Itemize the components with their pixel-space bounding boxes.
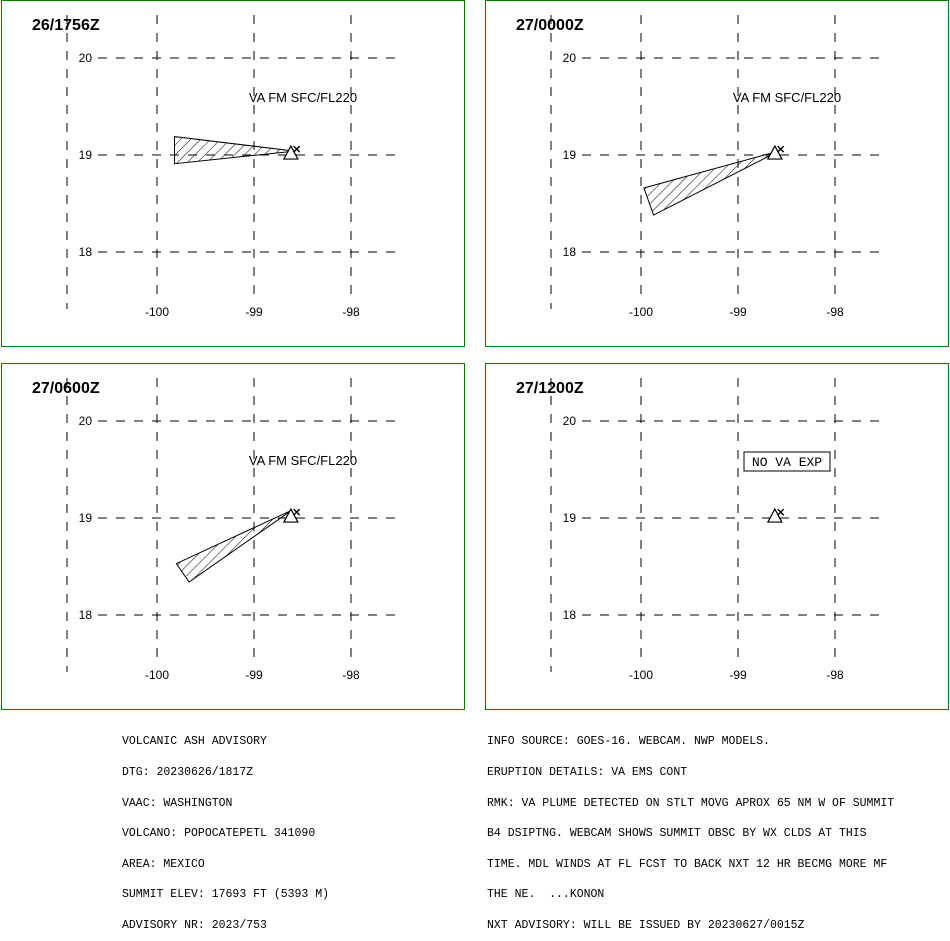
volcano-triangle-icon (282, 144, 299, 160)
latitude-label: 19 (79, 148, 93, 162)
panel-time: 27/0600Z (32, 380, 100, 397)
forecast-panel-1: 26/1756Z -100 -99 -98 20 19 18 VA FM SFC/FL220 (1, 0, 465, 347)
latitude-label: 20 (79, 51, 93, 65)
ash-cloud-polygon (174, 136, 295, 165)
advisory-line: B4 DSIPTNG. WEBCAM SHOWS SUMMIT OBSC BY … (487, 827, 867, 841)
advisory-line: INFO SOURCE: GOES-16. WEBCAM. NWP MODELS… (487, 735, 770, 749)
no-va-exp-box: NO VA EXP (743, 451, 831, 472)
longitude-label: -100 (145, 668, 169, 682)
longitude-label: -98 (342, 305, 360, 319)
longitude-label: -99 (729, 305, 747, 319)
latitude-label: 20 (563, 414, 577, 428)
longitude-label: -100 (629, 305, 653, 319)
advisory-line: VOLCANIC ASH ADVISORY (122, 735, 267, 749)
advisory-line: RMK: VA PLUME DETECTED ON STLT MOVG APRO… (487, 796, 895, 810)
longitude-label: -98 (826, 668, 844, 682)
advisory-line: VAAC: WASHINGTON (122, 796, 233, 810)
panel-time: 27/1200Z (516, 380, 584, 397)
no-va-exp-label: NO VA EXP (752, 455, 822, 470)
panel-time: 27/0000Z (516, 17, 584, 34)
map-canvas: -100 -99 -98 20 19 18 VA FM SFC/FL220 (550, 15, 888, 319)
latitude-label: 18 (79, 245, 93, 259)
latitude-label: 18 (563, 608, 577, 622)
map-canvas: -100 -99 -98 20 19 18 NO VA EXP (550, 378, 888, 682)
latitude-label: 18 (79, 608, 93, 622)
volcano-summit-marker-icon (293, 508, 301, 516)
latitude-label: 20 (79, 414, 93, 428)
advisory-line: ADVISORY NR: 2023/753 (122, 918, 267, 932)
map-canvas: -100 -99 -98 20 19 18 VA FM SFC/FL220 (66, 15, 404, 319)
advisory-line: AREA: MEXICO (122, 857, 205, 871)
advisory-text-right: INFO SOURCE: GOES-16. WEBCAM. NWP MODELS… (487, 717, 894, 941)
panel-time: 26/1756Z (32, 17, 100, 34)
advisory-line: SUMMIT ELEV: 17693 FT (5393 M) (122, 888, 330, 902)
advisory-line: VOLCANO: POPOCATEPETL 341090 (122, 827, 316, 841)
latitude-label: 19 (563, 148, 577, 162)
volcano-triangle-icon (282, 507, 299, 523)
latitude-label: 19 (563, 511, 577, 525)
longitude-label: -100 (145, 305, 169, 319)
longitude-label: -98 (342, 668, 360, 682)
advisory-line: NXT ADVISORY: WILL BE ISSUED BY 20230627… (487, 918, 805, 932)
forecast-panel-2: 27/0000Z -100 -99 -98 20 19 18 VA FM SFC/FL220 (485, 0, 949, 347)
volcano-triangle-icon (766, 507, 783, 523)
ash-altitude-label: VA FM SFC/FL220 (733, 90, 841, 105)
advisory-line: THE NE. ...KONON (487, 888, 605, 902)
label-box (743, 451, 831, 472)
volcano-triangle-icon (766, 144, 783, 160)
ash-altitude-label: VA FM SFC/FL220 (249, 90, 357, 105)
volcano-summit-marker-icon (777, 508, 785, 516)
ash-cloud-polygon (175, 509, 293, 583)
advisory-text-left: VOLCANIC ASH ADVISORY DTG: 20230626/1817… (122, 717, 329, 941)
volcano-summit-marker-icon (777, 145, 785, 153)
forecast-panel-3: 27/0600Z -100 -99 -98 20 19 18 VA FM SFC/FL220 (1, 363, 465, 710)
latitude-label: 20 (563, 51, 577, 65)
advisory-line: DTG: 20230626/1817Z (122, 766, 254, 779)
ash-cloud-polygon (643, 150, 779, 216)
latitude-label: 19 (79, 511, 93, 525)
map-canvas: -100 -99 -98 20 19 18 VA FM SFC/FL220 (66, 378, 404, 682)
advisory-line: TIME. MDL WINDS AT FL FCST TO BACK NXT 1… (487, 857, 888, 871)
latitude-label: 18 (563, 245, 577, 259)
volcano-summit-marker-icon (293, 145, 301, 153)
longitude-label: -99 (245, 668, 263, 682)
longitude-label: -99 (729, 668, 747, 682)
advisory-line: ERUPTION DETAILS: VA EMS CONT (487, 766, 688, 779)
forecast-panel-4: 27/1200Z -100 -99 -98 20 19 18 NO VA EXP (485, 363, 949, 710)
longitude-label: -100 (629, 668, 653, 682)
longitude-label: -98 (826, 305, 844, 319)
ash-altitude-label: VA FM SFC/FL220 (249, 453, 357, 468)
longitude-label: -99 (245, 305, 263, 319)
